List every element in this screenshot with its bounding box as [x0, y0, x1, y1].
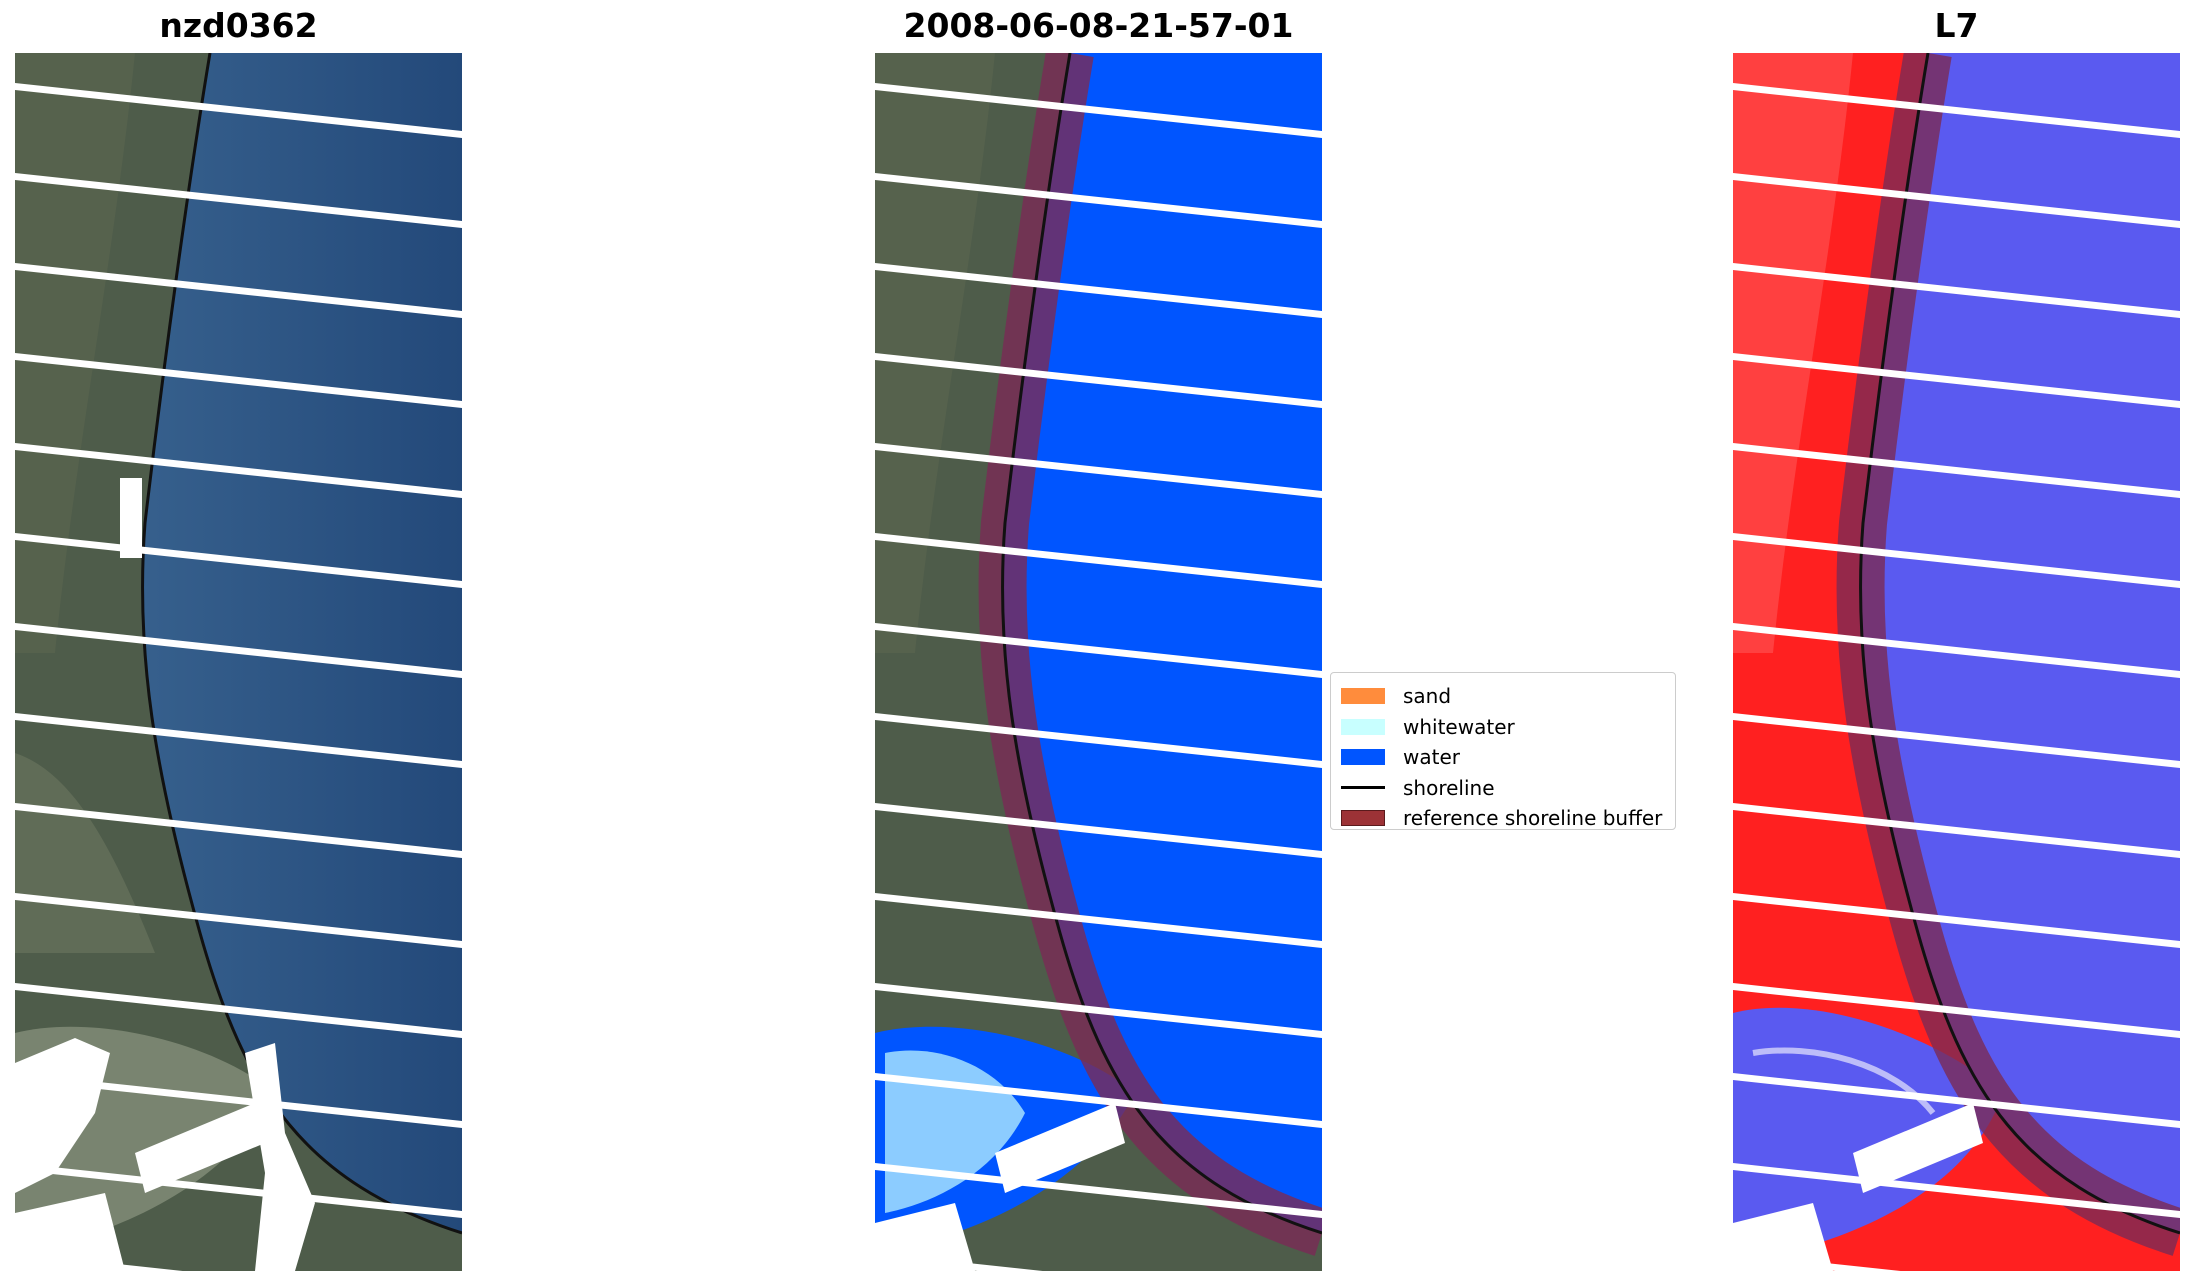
legend-item-shoreline: shoreline — [1341, 773, 1665, 804]
index-image — [1733, 53, 2180, 1271]
scanline-gap — [15, 803, 462, 858]
scanline-gap — [15, 713, 462, 768]
scanline-gap — [875, 1163, 1322, 1218]
panel-title-classified: 2008-06-08-21-57-01 — [903, 6, 1294, 45]
scanline-gap — [15, 83, 462, 138]
scanline-gap — [1733, 83, 2180, 138]
scanline-gap — [15, 533, 462, 588]
scanline-gap — [875, 623, 1322, 678]
water-swatch — [1341, 749, 1385, 766]
scanline-gap — [875, 533, 1322, 588]
scanline-gap — [15, 983, 462, 1038]
scanline-gap — [875, 893, 1322, 948]
scanline-gap — [1733, 353, 2180, 408]
scanline-gaps — [15, 83, 462, 1271]
legend-item-water: water — [1341, 742, 1665, 773]
scanline-gap — [15, 353, 462, 408]
rgb-image-panel — [15, 53, 462, 1271]
scanline-gap — [875, 1073, 1322, 1128]
panel-title-rgb: nzd0362 — [159, 6, 318, 45]
scanline-gap — [875, 983, 1322, 1038]
scanline-gap — [15, 893, 462, 948]
scanline-gap — [1733, 893, 2180, 948]
scanline-gap — [1733, 1163, 2180, 1218]
legend-label: reference shoreline buffer — [1403, 806, 1663, 831]
scanline-gap — [1733, 263, 2180, 318]
legend-item-reference-buffer: reference shoreline buffer — [1341, 803, 1665, 834]
scanline-gap — [1733, 983, 2180, 1038]
classified-image — [875, 53, 1322, 1271]
scanline-gap — [875, 83, 1322, 138]
scanline-gap — [1733, 173, 2180, 228]
scanline-gap — [875, 443, 1322, 498]
legend-item-whitewater: whitewater — [1341, 712, 1665, 743]
detected-shoreline — [1859, 53, 2180, 1235]
scanline-gap — [1733, 533, 2180, 588]
legend-label: whitewater — [1403, 714, 1515, 739]
scanline-gap — [15, 263, 462, 318]
scanline-gap — [15, 623, 462, 678]
scanline-gap — [15, 1073, 462, 1128]
scanline-gap — [875, 263, 1322, 318]
rgb-image — [15, 53, 462, 1271]
legend-label: shoreline — [1403, 775, 1495, 800]
shoreline-line-swatch — [1341, 786, 1385, 790]
detected-shoreline — [141, 53, 462, 1235]
scanline-gap — [15, 1163, 462, 1218]
detected-shoreline — [1001, 53, 1322, 1235]
whitewater-swatch — [1341, 718, 1385, 735]
scanline-gap — [1733, 623, 2180, 678]
scanline-gap — [875, 173, 1322, 228]
scanline-gap — [875, 353, 1322, 408]
scanline-gaps — [1733, 83, 2180, 1271]
sand-swatch — [1341, 688, 1385, 705]
legend-item-sand: sand — [1341, 681, 1665, 712]
scanline-gap — [1733, 713, 2180, 768]
buffer-swatch — [1341, 810, 1385, 827]
scanline-gap — [875, 713, 1322, 768]
classified-image-panel — [875, 53, 1322, 1271]
scanline-gap — [1733, 1073, 2180, 1128]
panel-title-index: L7 — [1934, 6, 1979, 45]
scanline-gap — [875, 803, 1322, 858]
legend-label: sand — [1403, 684, 1452, 709]
scanline-gap — [15, 173, 462, 228]
scanline-gap — [1733, 443, 2180, 498]
scanline-gap — [15, 443, 462, 498]
legend-label: water — [1403, 745, 1460, 770]
legend: sand whitewater water shoreline referenc… — [1330, 672, 1676, 830]
index-image-panel — [1733, 53, 2180, 1271]
scanline-gap — [1733, 803, 2180, 858]
